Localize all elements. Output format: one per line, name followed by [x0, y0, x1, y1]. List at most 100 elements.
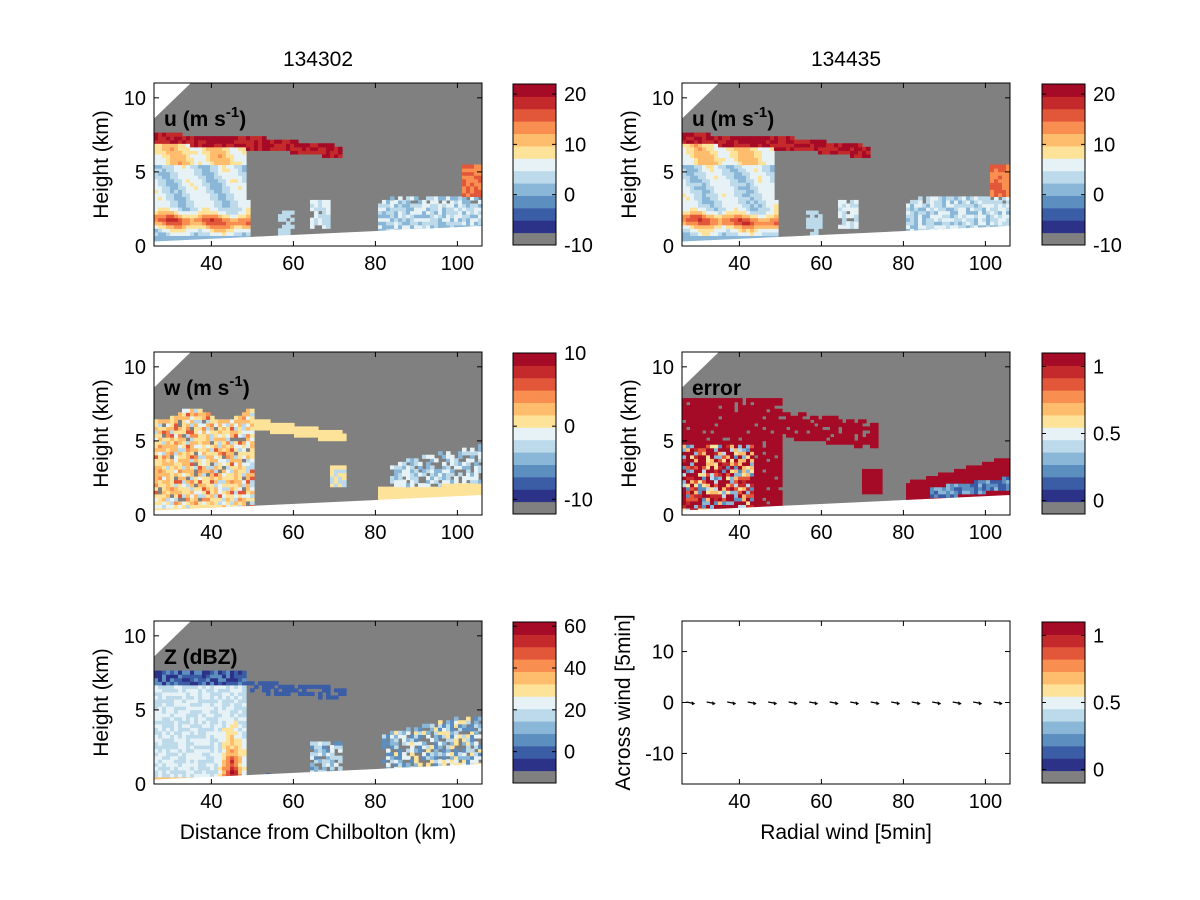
colorbar-swatch: [513, 170, 556, 184]
panel-label: error: [692, 377, 741, 400]
plot-area-5: [154, 621, 482, 784]
y-tick-label: 10: [124, 357, 146, 379]
colorbar-3: 10 0 -10: [512, 343, 593, 515]
colorbar-swatch: [513, 745, 556, 759]
y-axis-label: Height (km): [90, 379, 113, 488]
wind-vector: [891, 701, 901, 706]
y-axis-label: Height (km): [90, 648, 113, 757]
colorbar-swatch: [513, 108, 556, 122]
panel-title: 134302: [283, 48, 353, 71]
panel-2: 40 60 80 100 0 5 10 Height (km) 134435 u (m s-1): [618, 48, 1011, 275]
wind-vector: [768, 701, 778, 706]
wind-vector: [788, 701, 798, 706]
out-of-range-mask: [682, 352, 719, 388]
colorbar-swatch: [1042, 439, 1085, 453]
colorbar-swatch: [513, 145, 556, 159]
colorbar-swatch: [513, 696, 556, 710]
colorbar-swatch: [1042, 220, 1085, 234]
colorbar-swatch: [1042, 84, 1085, 97]
wind-vector: [952, 701, 962, 706]
wind-vector: [850, 701, 860, 706]
colorbar-swatch: [513, 195, 556, 209]
colorbar-swatch: [513, 220, 556, 234]
colorbar-swatch: [513, 464, 556, 478]
x-axis-label: Distance from Chilbolton (km): [180, 821, 457, 844]
x-tick-label: 60: [282, 791, 304, 813]
colorbar-swatch: [1042, 427, 1085, 441]
x-tick-label: 60: [810, 522, 832, 544]
out-of-range-mask: [154, 352, 191, 388]
x-tick-label: 80: [892, 253, 914, 275]
y-tick-label: 0: [663, 236, 674, 258]
colorbar-swatch: [513, 634, 556, 648]
colorbar-swatch: [1042, 170, 1085, 184]
colorbar-2: 20 10 0 -10: [1041, 83, 1122, 257]
panel-label: w (m s-1): [163, 373, 250, 400]
colorbar-swatch: [513, 84, 556, 97]
x-tick-label: 80: [364, 791, 386, 813]
panel-label: Z (dBZ): [164, 646, 237, 669]
panel-title: 134435: [811, 48, 881, 71]
plot-area-6: [682, 621, 1010, 784]
colorbar-tick-label: 20: [564, 84, 586, 106]
colorbar-tick-label: 10: [1093, 134, 1115, 156]
colorbar-swatch: [1042, 452, 1085, 465]
below-beam-mask: [154, 494, 482, 515]
colorbar-swatch: [1042, 183, 1085, 196]
panel-label: u (m s-1): [692, 104, 774, 131]
wind-vector: [973, 701, 983, 706]
colorbar-swatch: [1042, 489, 1085, 503]
y-tick-label: 0: [663, 505, 674, 527]
colorbar-swatch: [1042, 377, 1085, 391]
colorbar-tick-label: 40: [564, 658, 586, 680]
y-tick-label: -10: [645, 743, 674, 765]
y-tick-label: 0: [135, 505, 146, 527]
x-tick-label: 80: [892, 791, 914, 813]
colorbar-swatch: [513, 96, 556, 110]
y-axis-label: Height (km): [618, 110, 641, 219]
colorbar-tick-label: 20: [564, 700, 586, 722]
plot-area-3: [154, 352, 482, 515]
colorbar-swatch: [513, 770, 556, 784]
panel-1: 40 60 80 100 0 5 10 Height (km) 134302 u (m s-1): [90, 48, 483, 275]
colorbar-swatch: [513, 232, 556, 246]
wind-vector: [706, 701, 716, 706]
colorbar-swatch: [513, 659, 556, 673]
x-tick-label: 80: [364, 522, 386, 544]
wind-vector: [829, 701, 839, 706]
colorbar-swatch: [513, 133, 556, 147]
colorbar-swatch: [513, 402, 556, 416]
heatmap-cells-2: [682, 132, 1010, 246]
colorbar-swatch: [513, 121, 556, 135]
colorbar-swatch: [1042, 402, 1085, 416]
colorbar-swatch: [1042, 683, 1085, 697]
colorbar-tick-label: 0.5: [1093, 693, 1121, 715]
axes-frame: [153, 620, 483, 785]
colorbar-swatch: [513, 683, 556, 697]
colorbar-swatch: [513, 390, 556, 404]
x-tick-label: 40: [728, 522, 750, 544]
colorbar-tick-label: -10: [1093, 235, 1122, 257]
colorbar-swatch: [513, 427, 556, 441]
plot-area-1: [154, 83, 482, 246]
colorbar-tick-label: 0: [1093, 185, 1104, 207]
colorbar-swatch: [1042, 121, 1085, 135]
below-beam-mask: [154, 225, 482, 246]
plot-area-2: [682, 83, 1010, 246]
colorbar-swatch: [1042, 207, 1085, 221]
axes-frame: [681, 351, 1011, 516]
colorbar-tick-label: 0.5: [1093, 424, 1121, 446]
colorbar-swatch: [1042, 721, 1085, 734]
y-axis-label: Height (km): [618, 379, 641, 488]
colorbar-swatch: [513, 489, 556, 503]
colorbar-tick-label: 60: [564, 616, 586, 638]
colorbar-swatch: [513, 365, 556, 379]
x-tick-label: 60: [810, 791, 832, 813]
colorbar-swatch: [1042, 696, 1085, 710]
colorbar-swatch: [1042, 145, 1085, 159]
colorbar-swatch: [513, 414, 556, 428]
wind-vector: [727, 701, 737, 706]
x-tick-label: 100: [969, 253, 1002, 275]
colorbar-swatch: [1042, 365, 1085, 379]
x-tick-label: 80: [892, 522, 914, 544]
